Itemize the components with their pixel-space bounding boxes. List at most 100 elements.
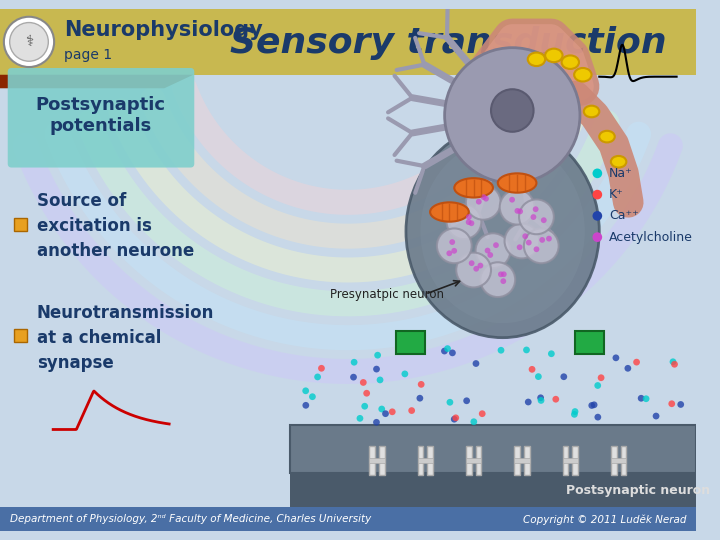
Circle shape bbox=[466, 214, 472, 220]
Circle shape bbox=[534, 246, 539, 252]
Ellipse shape bbox=[430, 202, 469, 222]
Circle shape bbox=[594, 382, 601, 389]
Circle shape bbox=[487, 252, 493, 258]
Bar bbox=[369, 458, 384, 463]
Circle shape bbox=[498, 347, 505, 354]
Circle shape bbox=[671, 361, 678, 368]
Text: page 1: page 1 bbox=[64, 49, 112, 63]
Circle shape bbox=[466, 185, 500, 220]
Circle shape bbox=[4, 17, 54, 67]
Circle shape bbox=[309, 393, 316, 400]
Bar bbox=[466, 446, 472, 475]
Bar bbox=[562, 446, 568, 475]
Bar bbox=[369, 446, 375, 475]
Circle shape bbox=[560, 373, 567, 380]
Text: Acetylcholine: Acetylcholine bbox=[609, 231, 693, 244]
Ellipse shape bbox=[611, 156, 626, 167]
Circle shape bbox=[451, 416, 458, 423]
Circle shape bbox=[501, 271, 507, 277]
Polygon shape bbox=[0, 75, 193, 88]
Circle shape bbox=[593, 168, 602, 178]
Circle shape bbox=[472, 360, 480, 367]
Circle shape bbox=[451, 248, 457, 254]
Circle shape bbox=[537, 394, 544, 401]
Bar bbox=[621, 446, 626, 475]
Circle shape bbox=[360, 379, 366, 386]
Circle shape bbox=[522, 233, 528, 239]
Circle shape bbox=[449, 349, 456, 356]
Circle shape bbox=[525, 399, 531, 406]
Text: Sensory transduction: Sensory transduction bbox=[230, 26, 667, 60]
Circle shape bbox=[473, 266, 479, 272]
Ellipse shape bbox=[406, 125, 599, 338]
Bar bbox=[418, 458, 433, 463]
Circle shape bbox=[517, 244, 523, 250]
Circle shape bbox=[480, 262, 516, 297]
Bar bbox=[427, 446, 433, 475]
Circle shape bbox=[519, 199, 554, 234]
Circle shape bbox=[483, 196, 489, 201]
Ellipse shape bbox=[528, 52, 545, 66]
Circle shape bbox=[445, 48, 580, 183]
Ellipse shape bbox=[454, 178, 493, 198]
Circle shape bbox=[539, 237, 545, 243]
Ellipse shape bbox=[498, 173, 536, 193]
Text: Postsynaptic
potentials: Postsynaptic potentials bbox=[35, 96, 166, 135]
Bar bbox=[575, 331, 604, 354]
Bar bbox=[611, 458, 626, 463]
Circle shape bbox=[643, 395, 649, 402]
Circle shape bbox=[638, 395, 644, 402]
Circle shape bbox=[678, 401, 684, 408]
Circle shape bbox=[546, 236, 552, 241]
Bar bbox=[290, 468, 696, 531]
Text: Presynatpic neuron: Presynatpic neuron bbox=[330, 288, 444, 301]
Ellipse shape bbox=[420, 139, 585, 323]
Circle shape bbox=[476, 199, 482, 205]
Circle shape bbox=[524, 228, 559, 263]
Circle shape bbox=[463, 397, 470, 404]
Circle shape bbox=[531, 214, 536, 220]
Circle shape bbox=[389, 408, 396, 415]
Circle shape bbox=[350, 374, 357, 381]
Circle shape bbox=[377, 376, 384, 383]
Bar bbox=[514, 446, 520, 475]
Text: Department of Physiology, 2ⁿᵈ Faculty of Medicine, Charles University: Department of Physiology, 2ⁿᵈ Faculty of… bbox=[9, 515, 371, 524]
Circle shape bbox=[314, 374, 321, 380]
Circle shape bbox=[500, 190, 534, 225]
Circle shape bbox=[466, 219, 472, 225]
Circle shape bbox=[505, 224, 539, 259]
Circle shape bbox=[613, 354, 619, 361]
Circle shape bbox=[418, 381, 425, 388]
Circle shape bbox=[598, 374, 605, 381]
Circle shape bbox=[515, 208, 521, 214]
Circle shape bbox=[452, 414, 459, 421]
Bar bbox=[14, 329, 27, 342]
Text: ⚕: ⚕ bbox=[25, 35, 33, 49]
Circle shape bbox=[373, 419, 380, 426]
Circle shape bbox=[416, 395, 423, 402]
Circle shape bbox=[302, 387, 309, 394]
Circle shape bbox=[402, 370, 408, 377]
Circle shape bbox=[538, 397, 544, 404]
Bar bbox=[0, 507, 696, 531]
Circle shape bbox=[475, 233, 510, 268]
Circle shape bbox=[9, 23, 48, 61]
Circle shape bbox=[302, 402, 309, 409]
Bar bbox=[514, 458, 530, 463]
Text: Copyright © 2011 Luděk Nerad: Copyright © 2011 Luděk Nerad bbox=[523, 514, 686, 525]
Circle shape bbox=[498, 272, 504, 277]
Circle shape bbox=[318, 365, 325, 372]
Circle shape bbox=[526, 240, 531, 246]
Circle shape bbox=[541, 217, 546, 223]
Bar bbox=[290, 424, 696, 473]
Circle shape bbox=[437, 228, 472, 263]
Circle shape bbox=[400, 346, 406, 353]
Circle shape bbox=[469, 220, 474, 226]
Text: Na⁺: Na⁺ bbox=[609, 167, 633, 180]
Circle shape bbox=[446, 251, 452, 256]
Circle shape bbox=[593, 232, 602, 242]
Circle shape bbox=[595, 414, 601, 421]
Ellipse shape bbox=[562, 56, 579, 69]
Text: K⁺: K⁺ bbox=[609, 188, 624, 201]
Circle shape bbox=[364, 390, 370, 396]
